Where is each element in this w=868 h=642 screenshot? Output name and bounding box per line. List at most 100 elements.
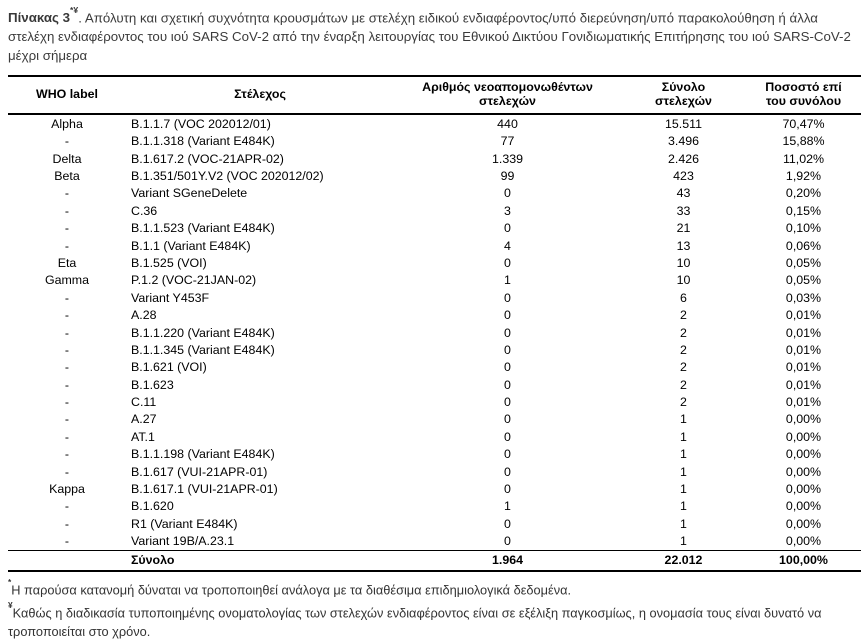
total-strains-cell: 3.496 — [667, 134, 699, 149]
header-strain: Στέλεχος — [126, 75, 394, 116]
total-strains-cell: 13 — [676, 238, 691, 253]
table-header: WHO label Στέλεχος Αριθμός νεοαπομονωθέν… — [8, 75, 861, 116]
strain-cell: AT.1 — [131, 429, 155, 444]
strain-cell: B.1.351/501Y.V2 (VOC 202012/02) — [131, 168, 324, 183]
who-label-cell: - — [64, 395, 70, 410]
new-isolates-cell: 3 — [504, 203, 511, 218]
strain-cell: B.1.621 (VOI) — [131, 360, 207, 375]
table-row: - C.36 3 33 0,15% — [8, 202, 861, 219]
percent-cell: 0,01% — [785, 342, 822, 357]
strain-cell: Variant SGeneDelete — [131, 186, 248, 201]
strain-cell: B.1.1.318 (Variant E484K) — [131, 134, 275, 149]
table-row: - C.11 0 2 0,01% — [8, 393, 861, 410]
total-strains-cell: 22.012 — [621, 549, 746, 571]
percent-cell: 0,00% — [785, 516, 822, 531]
new-isolates-cell: 0 — [504, 325, 511, 340]
table-caption-label: Πίνακας 3*¥ — [8, 5, 79, 26]
strain-cell: A.28 — [131, 308, 157, 323]
percent-cell: 0,00% — [785, 499, 822, 514]
header-who-label: WHO label — [8, 75, 126, 116]
strain-cell: B.1.1.220 (Variant E484K) — [131, 325, 275, 340]
new-isolates-cell: 0 — [504, 360, 511, 375]
total-strains-cell: 15.511 — [665, 116, 702, 131]
new-isolates-cell: 77 — [500, 134, 515, 149]
percent-cell: 0,10% — [785, 221, 822, 236]
footnote-1: *Η παρούσα κατανομή δύναται να τροποποιη… — [8, 577, 864, 600]
table-row: - B.1.617 (VUI-21APR-01) 0 1 0,00% — [8, 463, 861, 480]
strain-cell: Variant Y453F — [131, 290, 210, 305]
variants-table: WHO label Στέλεχος Αριθμός νεοαπομονωθέν… — [8, 74, 861, 572]
who-label-cell: - — [64, 203, 70, 218]
percent-cell: 1,92% — [785, 168, 822, 183]
strain-cell: B.1.620 — [131, 499, 174, 514]
percent-cell: 0,15% — [785, 203, 822, 218]
table-row: - AT.1 0 1 0,00% — [8, 428, 861, 445]
total-strains-cell: 1 — [680, 516, 687, 531]
who-label-cell: - — [64, 377, 70, 392]
footnote-2-text: Καθώς η διαδικασία τυποποιημένης ονοματο… — [8, 604, 822, 640]
table-row: - B.1.1.523 (Variant E484K) 0 21 0,10% — [8, 219, 861, 236]
table-row: Alpha B.1.1.7 (VOC 202012/01) 440 15.511… — [8, 114, 861, 132]
total-strains-cell: 2 — [680, 395, 687, 410]
who-label-cell: Kappa — [49, 482, 85, 497]
new-isolates-cell: 0 — [504, 516, 511, 531]
percent-cell: 0,01% — [785, 308, 822, 323]
footnote-1-text: Η παρούσα κατανομή δύναται να τροποποιηθ… — [11, 582, 572, 598]
percent-cell: 0,00% — [785, 447, 822, 462]
percent-cell: 0,00% — [785, 464, 822, 479]
strain-cell: B.1.1.345 (Variant E484K) — [131, 342, 275, 357]
new-isolates-cell: 0 — [504, 447, 511, 462]
strain-cell: B.1.1 (Variant E484K) — [131, 238, 251, 253]
new-isolates-cell: 0 — [504, 429, 511, 444]
new-isolates-cell: 0 — [504, 342, 511, 357]
strain-cell: B.1.617 (VUI-21APR-01) — [131, 464, 268, 479]
new-isolates-cell: 1 — [504, 273, 511, 288]
who-label-cell: - — [64, 290, 70, 305]
total-strains-cell: 10 — [676, 273, 691, 288]
who-label-cell: - — [64, 238, 70, 253]
strain-cell: B.1.623 — [131, 377, 174, 392]
new-isolates-cell: 0 — [504, 186, 511, 201]
new-isolates-cell: 0 — [504, 395, 511, 410]
percent-cell: 70,47% — [782, 116, 825, 131]
percent-cell: 0,20% — [785, 186, 822, 201]
strain-cell: B.1.617.1 (VUI-21APR-01) — [131, 482, 278, 497]
strain-cell: A.27 — [131, 412, 157, 427]
new-isolates-cell: 0 — [504, 377, 511, 392]
table-row: - B.1.1 (Variant E484K) 4 13 0,06% — [8, 237, 861, 254]
who-label-cell: - — [64, 516, 70, 531]
strain-cell: B.1.617.2 (VOC-21APR-02) — [131, 151, 284, 166]
who-label-cell: - — [64, 534, 70, 549]
strain-cell: R1 (Variant E484K) — [131, 516, 238, 531]
strain-cell: B.1.1.523 (Variant E484K) — [131, 221, 275, 236]
new-isolates-cell: 440 — [497, 116, 518, 131]
percent-cell: 0,01% — [785, 360, 822, 375]
footnotes: *Η παρούσα κατανομή δύναται να τροποποιη… — [8, 577, 861, 642]
percent-cell: 15,88% — [782, 134, 825, 149]
percent-cell: 0,00% — [785, 482, 822, 497]
percent-cell: 0,01% — [785, 325, 822, 340]
percent-cell: 0,03% — [785, 290, 822, 305]
new-isolates-cell: 0 — [504, 308, 511, 323]
who-label-cell: - — [64, 308, 70, 323]
footnote-1-marker: * — [8, 577, 12, 588]
header-row: WHO label Στέλεχος Αριθμός νεοαπομονωθέν… — [8, 75, 861, 116]
percent-cell: 0,05% — [785, 255, 822, 270]
caption-footnote-markers: *¥ — [70, 5, 79, 16]
who-label-cell: Delta — [52, 151, 82, 166]
who-label-cell: - — [64, 360, 70, 375]
new-isolates-cell: 0 — [504, 255, 511, 270]
table-row: - B.1.620 1 1 0,00% — [8, 498, 861, 515]
total-strains-cell: 1 — [680, 429, 687, 444]
total-strains-cell: 21 — [676, 221, 691, 236]
table-row: Gamma P.1.2 (VOC-21JAN-02) 1 10 0,05% — [8, 272, 861, 289]
footnote-2: ¥Καθώς η διαδικασία τυποποιημένης ονοματ… — [8, 600, 864, 642]
strain-cell: C.11 — [131, 395, 157, 410]
total-strains-cell: 1 — [680, 447, 687, 462]
who-label-cell: Gamma — [44, 273, 90, 288]
percent-cell: 0,00% — [785, 429, 822, 444]
header-total-strains: Σύνολο στελεχών — [621, 75, 746, 116]
new-isolates-cell: 99 — [500, 168, 515, 183]
total-strains-cell: 1 — [680, 482, 687, 497]
total-strains-cell: 1 — [680, 464, 687, 479]
